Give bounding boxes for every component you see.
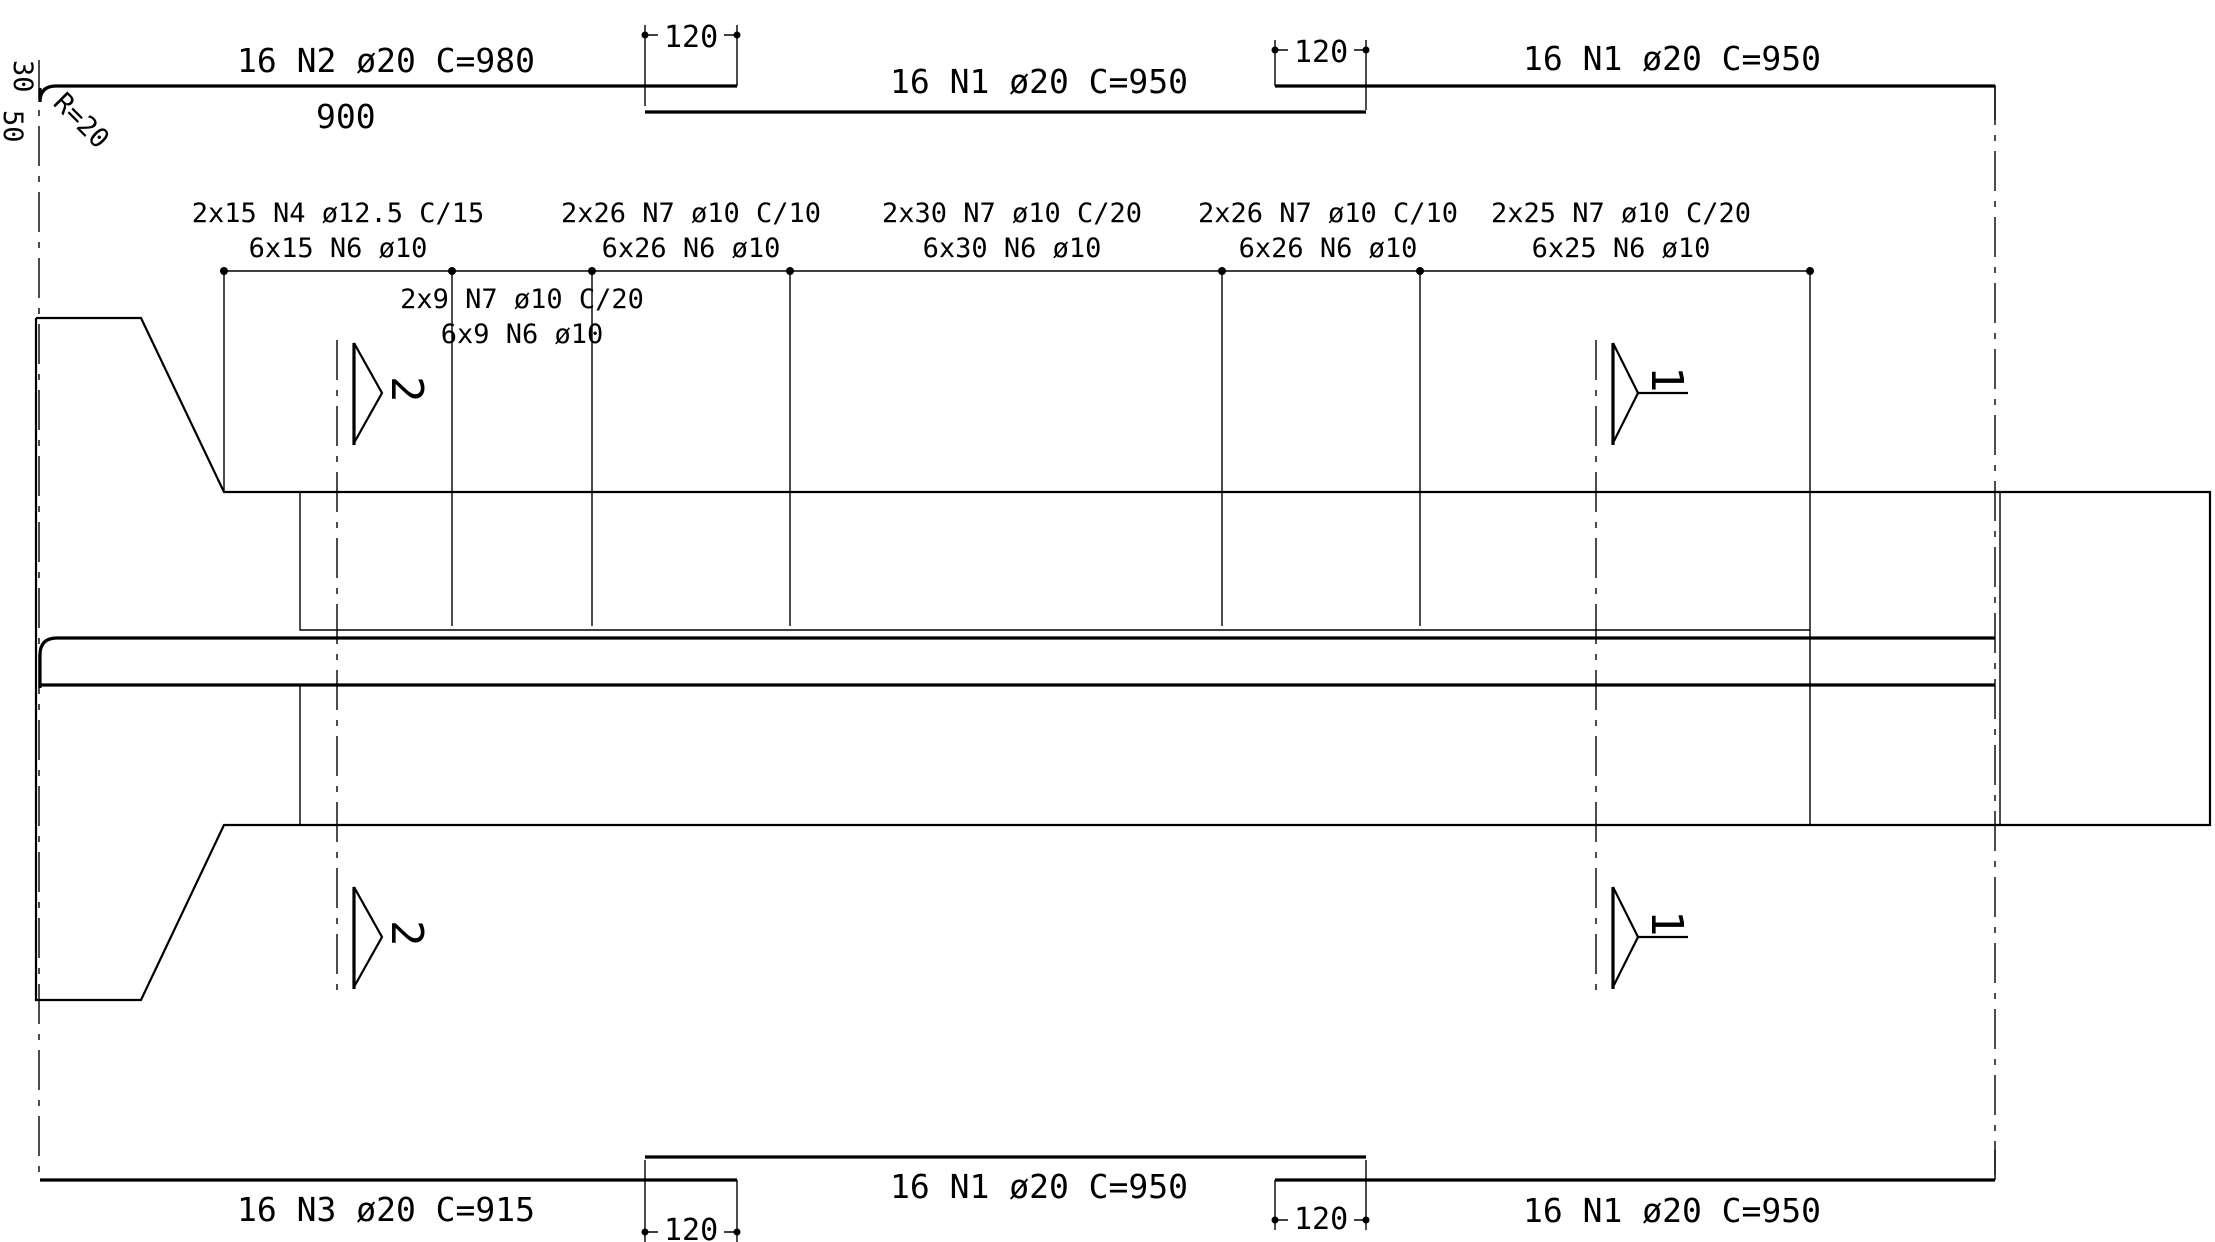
top-left-bar-label: 16 N2 ø20 C=980 <box>237 41 535 80</box>
bottom-lap-right-dim: 120 <box>1294 1202 1348 1237</box>
stirrup-3-line1: 2x26 N7 ø10 C/10 <box>561 198 821 229</box>
section-1-top-label: 1 <box>1641 366 1692 393</box>
stirrup-5-line1: 2x26 N7 ø10 C/10 <box>1198 198 1458 229</box>
bottom-left-bar-label: 16 N3 ø20 C=915 <box>237 1190 535 1229</box>
stirrup-zone-6: 2x25 N7 ø10 C/20 6x25 N6 ø10 <box>1491 198 1751 264</box>
stirrup-zone-5: 2x26 N7 ø10 C/10 6x26 N6 ø10 <box>1198 198 1458 264</box>
stirrup-6-line2: 6x25 N6 ø10 <box>1532 233 1711 264</box>
stirrup-zone-2: 2x9 N7 ø10 C/20 6x9 N6 ø10 <box>400 284 644 350</box>
stirrup-4-line1: 2x30 N7 ø10 C/20 <box>882 198 1142 229</box>
stirrup-zone-lines <box>220 267 1814 626</box>
stirrup-5-line2: 6x26 N6 ø10 <box>1239 233 1418 264</box>
bottom-middle-bar-label: 16 N1 ø20 C=950 <box>890 1167 1188 1206</box>
top-lap-left-dim: 120 <box>664 20 718 55</box>
stirrup-1-line2: 6x15 N6 ø10 <box>249 233 428 264</box>
stirrup-6-line1: 2x25 N7 ø10 C/20 <box>1491 198 1751 229</box>
stirrup-zone-1: 2x15 N4 ø12.5 C/15 6x15 N6 ø10 <box>192 198 485 264</box>
stirrup-1-line1: 2x15 N4 ø12.5 C/15 <box>192 198 485 229</box>
beam-outline <box>34 316 2212 1002</box>
hook-radius: R=20 <box>47 87 115 155</box>
center-axis-lines <box>38 60 1996 1175</box>
section-marker-1-top: 1 <box>1611 342 1692 445</box>
stirrup-4-line2: 6x30 N6 ø10 <box>923 233 1102 264</box>
stirrup-2-line2: 6x9 N6 ø10 <box>441 319 604 350</box>
top-left-bar-length: 900 <box>316 97 376 136</box>
top-middle-bar-label: 16 N1 ø20 C=950 <box>890 62 1188 101</box>
bottom-right-bar-label: 16 N1 ø20 C=950 <box>1523 1191 1821 1230</box>
top-right-bar-label: 16 N1 ø20 C=950 <box>1523 39 1821 78</box>
section-marker-2-bottom: 2 <box>352 886 432 989</box>
hook-dim-50: 50 <box>0 110 28 143</box>
stirrup-2-line1: 2x9 N7 ø10 C/20 <box>400 284 644 315</box>
section-2-top-label: 2 <box>381 376 432 403</box>
section-marker-1-bottom: 1 <box>1611 886 1692 989</box>
stirrup-zone-4: 2x30 N7 ø10 C/20 6x30 N6 ø10 <box>882 198 1142 264</box>
section-marker-2-top: 2 <box>352 342 432 445</box>
hook-dim-30: 30 <box>7 60 38 93</box>
bottom-lap-left-dim: 120 <box>664 1213 718 1242</box>
stirrup-zone-3: 2x26 N7 ø10 C/10 6x26 N6 ø10 <box>561 198 821 264</box>
stirrup-3-line2: 6x26 N6 ø10 <box>602 233 781 264</box>
section-2-bottom-label: 2 <box>381 920 432 947</box>
section-1-bottom-label: 1 <box>1641 910 1692 937</box>
top-lap-right-dim: 120 <box>1294 35 1348 70</box>
